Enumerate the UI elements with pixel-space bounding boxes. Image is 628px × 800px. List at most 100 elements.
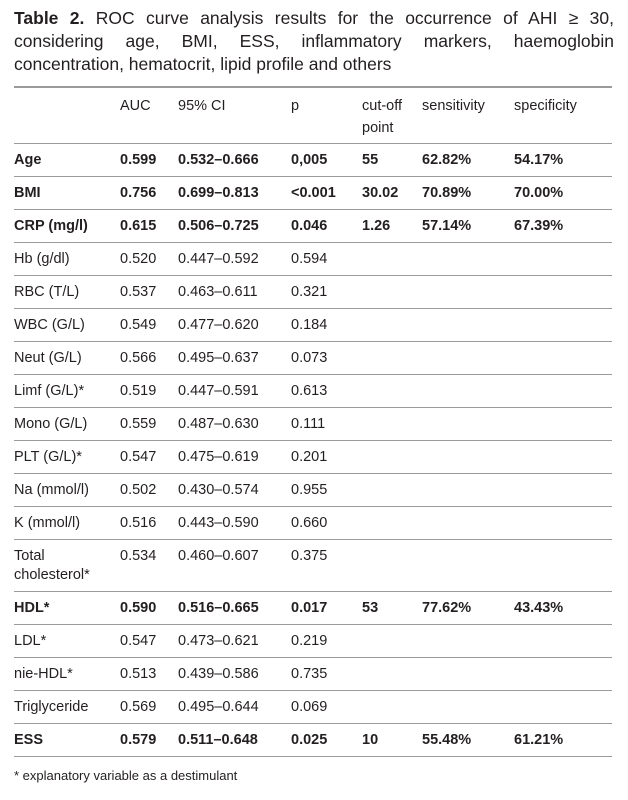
table-cell: 57.14% xyxy=(422,209,514,243)
table-row: Age 0.599 0.532–0.666 0,005 55 62.82% 54.17% xyxy=(14,143,612,177)
table-row: ESS 0.579 0.511–0.648 0.025 10 55.48% 61.21% xyxy=(14,723,612,757)
table-cell: 0.532–0.666 xyxy=(178,143,291,177)
table-cell: 0.073 xyxy=(291,341,362,375)
table-cell xyxy=(422,657,514,691)
column-header: specificity xyxy=(514,86,612,144)
table-cell: 0.219 xyxy=(291,624,362,658)
table-cell: 53 xyxy=(362,591,422,625)
table-cell xyxy=(362,657,422,691)
table-cell: 0.534 xyxy=(120,539,178,592)
table-cell xyxy=(422,473,514,507)
table-cell: 0.069 xyxy=(291,690,362,724)
row-label: HDL* xyxy=(14,591,120,625)
column-header xyxy=(14,86,120,144)
table-cell: 0.460–0.607 xyxy=(178,539,291,592)
row-label: Neut (G/L) xyxy=(14,341,120,375)
table-row: LDL* 0.547 0.473–0.621 0.219 xyxy=(14,624,612,658)
footnote: * explanatory variable as a destimulant xyxy=(14,768,238,783)
table-cell xyxy=(362,308,422,342)
table-cell: 0.519 xyxy=(120,374,178,408)
row-label: Age xyxy=(14,143,120,177)
table-cell xyxy=(514,374,612,408)
table-cell: 0.495–0.644 xyxy=(178,690,291,724)
table-cell xyxy=(362,275,422,309)
table-cell: 43.43% xyxy=(514,591,612,625)
table-cell xyxy=(514,690,612,724)
table-cell: 0.594 xyxy=(291,242,362,276)
table-cell xyxy=(514,657,612,691)
table-cell: 0.520 xyxy=(120,242,178,276)
table-cell: 77.62% xyxy=(422,591,514,625)
table-row: BMI 0.756 0.699–0.813 <0.001 30.02 70.89% 70.0… xyxy=(14,176,612,210)
table-cell: 54.17% xyxy=(514,143,612,177)
table-cell: 0.017 xyxy=(291,591,362,625)
column-header: cut-off point xyxy=(362,86,422,144)
header-row: AUC 95% CI p cut-off point sensitivity specif… xyxy=(14,86,612,144)
table-cell xyxy=(514,308,612,342)
table-cell xyxy=(514,242,612,276)
table-cell xyxy=(514,624,612,658)
table-row: HDL* 0.590 0.516–0.665 0.017 53 77.62% 43.43% xyxy=(14,591,612,625)
table-row: Mono (G/L) 0.559 0.487–0.630 0.111 xyxy=(14,407,612,441)
table-cell xyxy=(422,275,514,309)
table-cell: 0.513 xyxy=(120,657,178,691)
table-row: K (mmol/l) 0.516 0.443–0.590 0.660 xyxy=(14,506,612,540)
table-caption: Table 2. ROC curve analysis results for … xyxy=(14,7,614,76)
table-cell: 0.547 xyxy=(120,440,178,474)
table-cell: 10 xyxy=(362,723,422,757)
table-cell: 0.502 xyxy=(120,473,178,507)
row-label: Na (mmol/l) xyxy=(14,473,120,507)
table-cell: 0.511–0.648 xyxy=(178,723,291,757)
table-row: Triglyceride 0.569 0.495–0.644 0.069 xyxy=(14,690,612,724)
table-cell: 0.473–0.621 xyxy=(178,624,291,658)
table-cell: 0.439–0.586 xyxy=(178,657,291,691)
table-cell: 0.111 xyxy=(291,407,362,441)
table-cell: 55.48% xyxy=(422,723,514,757)
row-label: LDL* xyxy=(14,624,120,658)
table-cell: 0.579 xyxy=(120,723,178,757)
row-label: Mono (G/L) xyxy=(14,407,120,441)
column-header: AUC xyxy=(120,86,178,144)
table-cell: 0.430–0.574 xyxy=(178,473,291,507)
table-cell: 0.025 xyxy=(291,723,362,757)
table-row: Na (mmol/l) 0.502 0.430–0.574 0.955 xyxy=(14,473,612,507)
row-label: BMI xyxy=(14,176,120,210)
table-cell xyxy=(422,242,514,276)
table-cell: 0.201 xyxy=(291,440,362,474)
table-cell: 0.506–0.725 xyxy=(178,209,291,243)
table-row: Total cholesterol* 0.534 0.460–0.607 0.375 xyxy=(14,539,612,592)
table-cell xyxy=(514,473,612,507)
table-cell xyxy=(362,242,422,276)
table-cell: 0.559 xyxy=(120,407,178,441)
table-cell: <0.001 xyxy=(291,176,362,210)
table-cell: 0.615 xyxy=(120,209,178,243)
row-label: nie-HDL* xyxy=(14,657,120,691)
table-cell: 1.26 xyxy=(362,209,422,243)
table-cell xyxy=(362,624,422,658)
table-cell xyxy=(514,440,612,474)
table-cell xyxy=(422,539,514,592)
table-cell xyxy=(514,275,612,309)
table-cell xyxy=(422,506,514,540)
table-cell xyxy=(514,506,612,540)
table-cell xyxy=(422,407,514,441)
table-row: Neut (G/L) 0.566 0.495–0.637 0.073 xyxy=(14,341,612,375)
table-cell: 70.00% xyxy=(514,176,612,210)
row-label: Total cholesterol* xyxy=(14,539,120,592)
table-cell: 0.184 xyxy=(291,308,362,342)
column-header: sensitivity xyxy=(422,86,514,144)
table-row: Hb (g/dl) 0.520 0.447–0.592 0.594 xyxy=(14,242,612,276)
table-label: Table 2. xyxy=(14,8,85,28)
row-label: Limf (G/L)* xyxy=(14,374,120,408)
caption-text: ROC curve analysis results for the occur… xyxy=(14,8,615,74)
roc-results-table: AUC 95% CI p cut-off point sensitivity specif… xyxy=(14,86,612,757)
table-cell xyxy=(362,374,422,408)
table-cell: 0.375 xyxy=(291,539,362,592)
table-cell: 0.537 xyxy=(120,275,178,309)
table-row: nie-HDL* 0.513 0.439–0.586 0.735 xyxy=(14,657,612,691)
table-row: RBC (T/L) 0.537 0.463–0.611 0.321 xyxy=(14,275,612,309)
table-cell: 61.21% xyxy=(514,723,612,757)
table-cell xyxy=(422,440,514,474)
table-cell: 62.82% xyxy=(422,143,514,177)
row-label: RBC (T/L) xyxy=(14,275,120,309)
